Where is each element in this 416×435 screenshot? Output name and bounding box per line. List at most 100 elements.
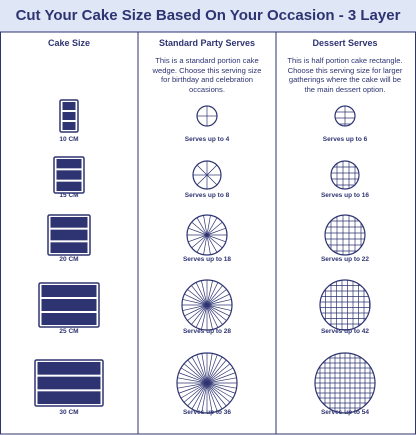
dessert-label: Serves up to 6 xyxy=(323,136,368,143)
wedge-cut xyxy=(206,304,230,317)
wedge-cut xyxy=(206,382,213,413)
wedge-cut xyxy=(206,382,236,394)
wedge-cut xyxy=(206,282,219,306)
wedge-cut xyxy=(182,304,208,311)
wedge-cut xyxy=(206,234,226,243)
wedge-cut xyxy=(177,382,208,389)
wedge-cut xyxy=(206,289,227,306)
wedge-cut xyxy=(196,164,208,176)
wedge-cut xyxy=(206,280,213,306)
wedge-cut xyxy=(206,353,213,384)
column-description: This is half portion cake rectangle. Cho… xyxy=(287,56,403,94)
wedge-cut xyxy=(206,382,237,389)
cake-outline xyxy=(53,156,85,194)
wedge-cut xyxy=(206,382,231,403)
wedge-cut xyxy=(206,234,218,253)
wedge-cut xyxy=(206,359,227,384)
wedge-cut xyxy=(196,174,208,186)
wedge-cut xyxy=(196,354,208,384)
wedge-cut xyxy=(206,304,219,328)
wedge-cut xyxy=(206,215,211,236)
wedge-cut xyxy=(187,289,208,306)
column-header: Cake Size xyxy=(47,38,91,48)
wedge-cut xyxy=(177,377,208,384)
cake-layer xyxy=(56,181,82,191)
wedge-cut xyxy=(201,353,208,384)
wedge-cut xyxy=(206,304,223,325)
wedge-cut xyxy=(183,382,208,403)
cake-layer xyxy=(41,285,97,297)
wedge-cut xyxy=(206,372,236,384)
wedge-cut xyxy=(180,367,208,384)
wedge-cut xyxy=(191,356,208,384)
wedge-cut xyxy=(203,215,208,236)
wedge-cut xyxy=(206,356,223,384)
wedge-cut xyxy=(206,382,218,412)
wedge-cut xyxy=(206,377,237,384)
wedge-cut xyxy=(178,382,208,394)
cake-layer xyxy=(56,170,82,180)
dessert-label: Serves up to 54 xyxy=(321,409,369,416)
party-label: Serves up to 8 xyxy=(185,192,230,199)
cake-layer xyxy=(50,242,88,253)
wedge-cut xyxy=(206,217,218,236)
wedge-cut xyxy=(206,164,218,176)
wedge-cut xyxy=(191,304,208,325)
wedge-cut xyxy=(206,382,227,407)
cake-layer xyxy=(37,391,101,404)
dessert-label: Serves up to 22 xyxy=(321,256,369,263)
wedge-cut xyxy=(206,234,211,255)
cake-layer xyxy=(41,313,97,325)
wedge-cut xyxy=(206,227,226,236)
wedge-cut xyxy=(206,293,230,306)
wedge-cut xyxy=(206,304,232,311)
wedge-cut xyxy=(188,234,208,243)
grid-cuts xyxy=(325,215,365,255)
wedge-cut xyxy=(206,174,218,186)
wedge-cut xyxy=(206,354,218,384)
cake-layer xyxy=(62,122,76,130)
wedge-cut xyxy=(196,217,208,236)
wedge-cut xyxy=(196,382,208,412)
wedge-cut xyxy=(191,234,208,249)
wedge-cut xyxy=(206,234,223,249)
wedge-cut xyxy=(182,299,208,306)
cake-layer xyxy=(37,376,101,390)
wedge-cut xyxy=(201,382,208,413)
size-label: 10 CM xyxy=(59,136,78,143)
wedge-cut xyxy=(206,285,223,306)
wedge-cut xyxy=(183,363,208,384)
grid-circle xyxy=(314,352,376,414)
size-label: 15 CM xyxy=(59,192,78,199)
cake-outline xyxy=(38,282,100,328)
cake-layer xyxy=(62,112,76,120)
wedge-cut xyxy=(188,227,208,236)
wedge-cut xyxy=(206,382,234,399)
wedge-cut xyxy=(206,299,232,306)
cake-layer xyxy=(41,299,97,311)
party-label: Serves up to 28 xyxy=(183,328,231,335)
wedge-cut xyxy=(187,304,208,321)
column-header: Standard Party Serves xyxy=(158,38,256,48)
wedge-cut xyxy=(206,221,223,236)
party-label: Serves up to 18 xyxy=(183,256,231,263)
cake-layer xyxy=(62,102,76,110)
column-header: Dessert Serves xyxy=(312,38,378,48)
wedge-cut xyxy=(206,363,231,384)
wedge-cut xyxy=(191,382,208,410)
cake-layer xyxy=(37,362,101,375)
wedge-cut xyxy=(180,382,208,399)
wedge-cut xyxy=(203,234,208,255)
cake-layer xyxy=(50,217,88,228)
size-label: 25 CM xyxy=(59,328,78,335)
wedge-cut xyxy=(184,293,208,306)
grid-circle xyxy=(319,279,371,331)
wedge-cut xyxy=(191,221,208,236)
cake-outline xyxy=(34,359,104,407)
party-label: Serves up to 4 xyxy=(185,136,230,143)
cake-outline xyxy=(59,99,79,133)
wedge-cut xyxy=(206,382,223,410)
wedge-cut xyxy=(178,372,208,384)
